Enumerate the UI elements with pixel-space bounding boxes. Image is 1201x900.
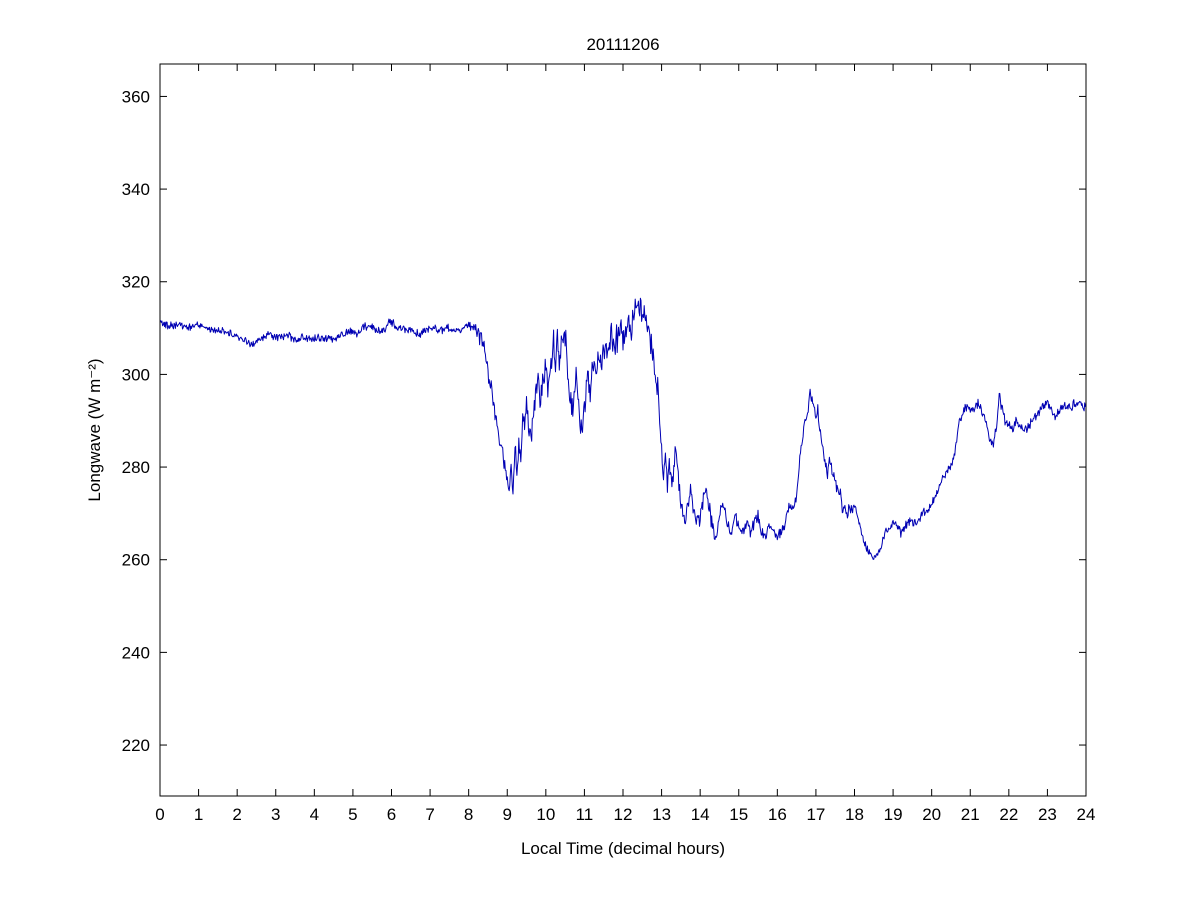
- x-tick-label: 8: [464, 805, 473, 824]
- y-tick-label: 360: [122, 87, 150, 106]
- x-axis-label: Local Time (decimal hours): [520, 839, 726, 858]
- x-tick-label: 6: [387, 805, 396, 824]
- y-tick-label: 300: [122, 365, 150, 384]
- x-tick-label: 17: [806, 805, 825, 824]
- x-tick-label: 0: [155, 805, 164, 824]
- x-tick-label: 15: [729, 805, 748, 824]
- x-tick-label: 18: [845, 805, 864, 824]
- x-tick-label: 9: [503, 805, 512, 824]
- x-tick-label: 3: [271, 805, 280, 824]
- plot-box: [159, 63, 1087, 797]
- x-tick-label: 22: [999, 805, 1018, 824]
- x-tick-label: 13: [652, 805, 671, 824]
- y-tick-label: 260: [122, 551, 150, 570]
- x-tick-label: 7: [425, 805, 434, 824]
- x-tick-label: 5: [348, 805, 357, 824]
- longwave-series-line: [159, 297, 1086, 560]
- y-tick-label: 220: [122, 736, 150, 755]
- x-tick-label: 4: [310, 805, 319, 824]
- x-tick-label: 23: [1038, 805, 1057, 824]
- x-tick-label: 11: [576, 805, 594, 824]
- x-tick-label: 24: [1077, 805, 1096, 824]
- y-tick-label: 240: [122, 643, 150, 662]
- y-tick-label: 280: [122, 458, 150, 477]
- x-tick-label: 1: [194, 805, 203, 824]
- y-tick-label: 320: [122, 273, 150, 292]
- chart-title: 20111206: [586, 35, 660, 54]
- x-tick-label: 2: [232, 805, 241, 824]
- x-tick-label: 20: [922, 805, 941, 824]
- x-tick-label: 21: [961, 805, 980, 824]
- x-tick-label: 12: [614, 805, 633, 824]
- y-axis-label: Longwave (W m⁻²): [85, 358, 104, 502]
- x-tick-label: 10: [536, 805, 555, 824]
- y-tick-label: 340: [122, 180, 150, 199]
- x-tick-label: 16: [768, 805, 787, 824]
- x-tick-label: 14: [691, 805, 710, 824]
- x-tick-label: 19: [884, 805, 903, 824]
